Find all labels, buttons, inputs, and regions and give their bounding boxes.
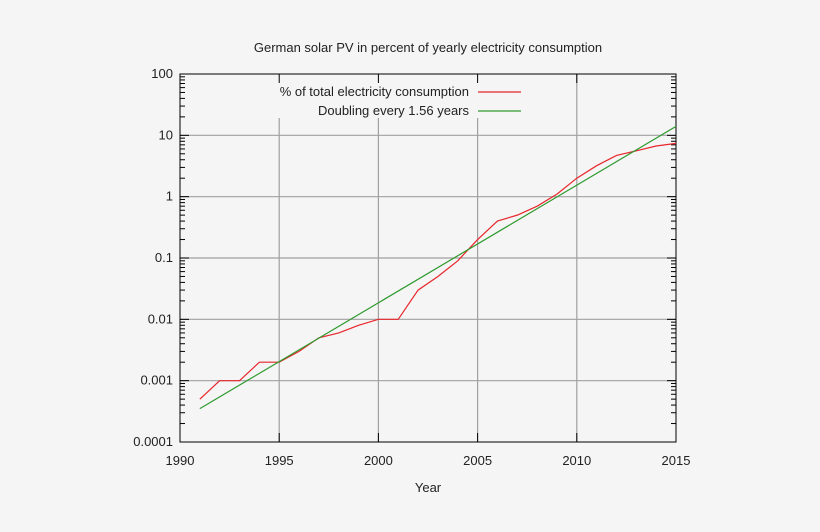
y-tick-label: 0.1 bbox=[155, 250, 173, 265]
legend: % of total electricity consumption Doubl… bbox=[280, 84, 521, 118]
y-tick-label: 0.01 bbox=[148, 311, 173, 326]
x-tick-label: 1995 bbox=[265, 453, 294, 468]
legend-label-1: Doubling every 1.56 years bbox=[318, 103, 470, 118]
x-tick-label: 2005 bbox=[463, 453, 492, 468]
y-tick-label: 0.001 bbox=[140, 373, 173, 388]
x-tick-label: 2015 bbox=[662, 453, 691, 468]
chart-title: German solar PV in percent of yearly ele… bbox=[254, 40, 602, 55]
axes: 0.0001 0.001 0.01 0.1 1 10 100 1990 1995 2000 2005… bbox=[133, 66, 690, 468]
x-tick-label: 2010 bbox=[562, 453, 591, 468]
y-tick-label: 0.0001 bbox=[133, 434, 173, 449]
series bbox=[199, 125, 677, 410]
series-line-0 bbox=[199, 142, 677, 400]
y-tick-label: 1 bbox=[166, 189, 173, 204]
grid bbox=[180, 74, 676, 442]
series-line-1 bbox=[199, 125, 677, 410]
legend-background bbox=[181, 80, 541, 118]
x-axis-label: Year bbox=[415, 480, 442, 495]
legend-label-0: % of total electricity consumption bbox=[280, 84, 469, 99]
plot-frame bbox=[179, 73, 677, 443]
y-tick-label: 100 bbox=[151, 66, 173, 81]
x-tick-label: 2000 bbox=[364, 453, 393, 468]
y-tick-label: 10 bbox=[159, 127, 173, 142]
x-tick-label: 1990 bbox=[166, 453, 195, 468]
